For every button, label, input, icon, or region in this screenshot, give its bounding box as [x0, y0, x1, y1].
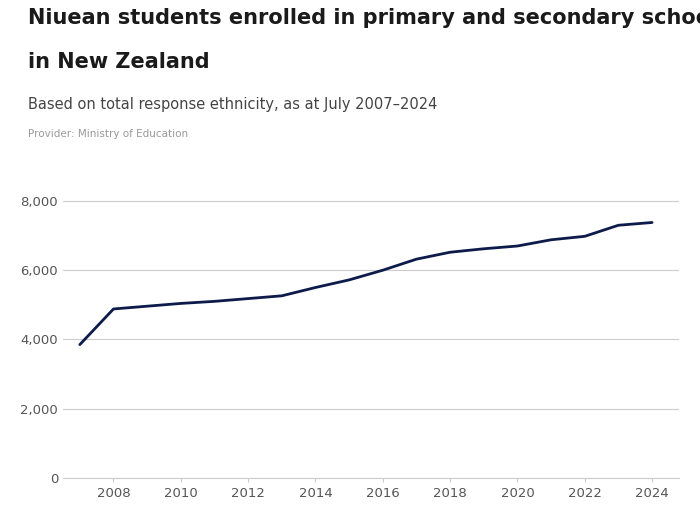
Text: Based on total response ethnicity, as at July 2007–2024: Based on total response ethnicity, as at…	[28, 97, 438, 112]
Text: in New Zealand: in New Zealand	[28, 52, 209, 72]
Text: Provider: Ministry of Education: Provider: Ministry of Education	[28, 129, 188, 139]
Text: Niuean students enrolled in primary and secondary schools: Niuean students enrolled in primary and …	[28, 8, 700, 28]
Text: figure.nz: figure.nz	[568, 22, 653, 40]
